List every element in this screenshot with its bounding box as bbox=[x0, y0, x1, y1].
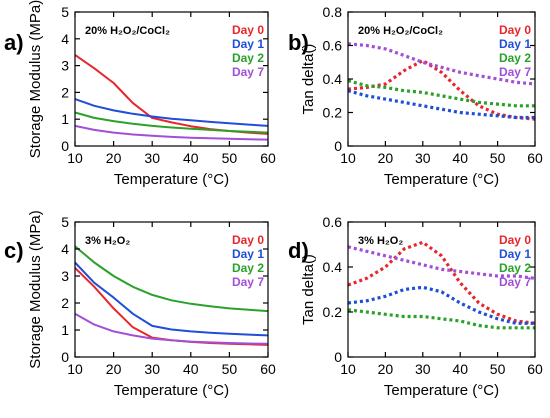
x-tick-label: 50 bbox=[490, 361, 506, 377]
x-tick-label: 50 bbox=[490, 150, 506, 166]
y-tick-label: 2 bbox=[61, 295, 69, 311]
x-tick-label: 30 bbox=[144, 361, 160, 377]
legend-entry-day-1: Day 1 bbox=[499, 247, 531, 261]
y-tick-label: 4 bbox=[61, 241, 69, 257]
legend-entry-day-7: Day 7 bbox=[499, 65, 531, 79]
x-tick-label: 30 bbox=[144, 150, 160, 166]
panel-letter: a) bbox=[4, 30, 24, 55]
legend-entry-day-2: Day 2 bbox=[232, 261, 264, 275]
x-tick-label: 20 bbox=[378, 150, 394, 166]
legend-entry-day-1: Day 1 bbox=[499, 37, 531, 51]
series-line-day-1 bbox=[347, 285, 535, 325]
x-tick-label: 30 bbox=[415, 150, 431, 166]
legend-entry-day-1: Day 1 bbox=[232, 247, 264, 261]
x-tick-label: 60 bbox=[527, 150, 543, 166]
plot-frame bbox=[347, 221, 536, 358]
x-axis-label: Temperature (°C) bbox=[114, 382, 229, 399]
legend-entry-day-7: Day 7 bbox=[232, 65, 264, 79]
x-tick-label: 30 bbox=[415, 361, 431, 377]
sample-annotation: 3% H₂O₂ bbox=[358, 235, 403, 247]
y-tick-label: 2 bbox=[61, 84, 69, 100]
legend-entry-day-0: Day 0 bbox=[232, 233, 264, 247]
y-axis-label: Storage Modulus (MPa) bbox=[27, 0, 44, 158]
x-tick-label: 40 bbox=[183, 150, 199, 166]
y-axis-label: Tan delta() bbox=[300, 254, 317, 325]
x-tick-label: 50 bbox=[222, 150, 238, 166]
x-tick-label: 40 bbox=[452, 150, 468, 166]
y-tick-label: 1 bbox=[61, 322, 69, 338]
panel-b: b) 10 20 30 40 50 60 0 0.2 0.4 0.6 0.8 Temperature (… bbox=[288, 4, 543, 188]
y-tick-label: 0 bbox=[61, 349, 69, 365]
y-tick-label: 1 bbox=[61, 111, 69, 127]
x-tick-label: 60 bbox=[527, 361, 543, 377]
x-tick-label: 40 bbox=[452, 361, 468, 377]
y-tick-label: 0.2 bbox=[323, 105, 343, 121]
y-tick-label: 3 bbox=[61, 58, 69, 74]
y-tick-label: 0.2 bbox=[323, 304, 343, 320]
x-tick-label: 10 bbox=[67, 150, 83, 166]
x-axis-label: Temperature (°C) bbox=[114, 171, 229, 188]
y-tick-label: 5 bbox=[61, 214, 69, 230]
y-axis-label: Storage Modulus (MPa) bbox=[27, 210, 44, 368]
y-tick-label: 0 bbox=[334, 349, 342, 365]
legend-entry-day-7: Day 7 bbox=[499, 275, 531, 289]
plot-frame bbox=[74, 221, 269, 358]
x-tick-label: 40 bbox=[183, 361, 199, 377]
sample-annotation: 20% H₂O₂/CoCl₂ bbox=[85, 25, 170, 37]
panel-c: c) 10 20 30 40 50 60 0 1 2 3 4 5 Temperature (°C) Stor… bbox=[4, 210, 276, 399]
legend-entry-day-0: Day 0 bbox=[232, 23, 264, 37]
x-tick-label: 10 bbox=[340, 150, 356, 166]
x-axis-label: Temperature (°C) bbox=[384, 382, 499, 399]
y-tick-label: 0.8 bbox=[323, 4, 343, 20]
panel-letter: d) bbox=[288, 238, 309, 263]
legend-entry-day-2: Day 2 bbox=[499, 261, 531, 275]
x-tick-label: 50 bbox=[222, 361, 238, 377]
panel-letter: b) bbox=[288, 30, 309, 55]
y-tick-label: 0.4 bbox=[323, 259, 343, 275]
x-tick-label: 20 bbox=[106, 150, 122, 166]
x-tick-label: 20 bbox=[378, 361, 394, 377]
x-tick-label: 20 bbox=[106, 361, 122, 377]
sample-annotation: 20% H₂O₂/CoCl₂ bbox=[358, 25, 443, 37]
plot-frame bbox=[74, 11, 269, 147]
legend-entry-day-2: Day 2 bbox=[232, 51, 264, 65]
legend-entry-day-2: Day 2 bbox=[499, 51, 531, 65]
x-tick-label: 10 bbox=[340, 361, 356, 377]
y-tick-label: 5 bbox=[61, 4, 69, 20]
y-tick-label: 3 bbox=[61, 268, 69, 284]
legend-entry-day-0: Day 0 bbox=[499, 233, 531, 247]
y-axis-label: Tan delta() bbox=[300, 44, 317, 115]
legend-entry-day-7: Day 7 bbox=[232, 275, 264, 289]
y-tick-label: 4 bbox=[61, 31, 69, 47]
series-line-day-2 bbox=[347, 308, 535, 330]
panel-letter: c) bbox=[4, 238, 24, 263]
x-axis-label: Temperature (°C) bbox=[384, 171, 499, 188]
legend-entry-day-0: Day 0 bbox=[499, 23, 531, 37]
y-tick-label: 0.6 bbox=[323, 38, 343, 54]
series-line-day-2 bbox=[347, 79, 535, 108]
panel-a: a) 10 20 30 40 50 60 0 1 2 3 4 5 Temperature (°C) Stor… bbox=[4, 0, 276, 188]
x-tick-label: 60 bbox=[260, 361, 276, 377]
y-tick-label: 0.6 bbox=[323, 214, 343, 230]
panel-d: d) 10 20 30 40 50 60 0 0.2 0.4 0.6 Temperature (°C)… bbox=[288, 214, 543, 399]
x-tick-label: 60 bbox=[260, 150, 276, 166]
sample-annotation: 3% H₂O₂ bbox=[85, 235, 130, 247]
x-tick-label: 10 bbox=[67, 361, 83, 377]
y-tick-label: 0.4 bbox=[323, 71, 343, 87]
y-tick-label: 0 bbox=[61, 138, 69, 154]
series-line-day-1 bbox=[347, 89, 535, 120]
legend-entry-day-1: Day 1 bbox=[232, 37, 264, 51]
y-tick-label: 0 bbox=[334, 138, 342, 154]
